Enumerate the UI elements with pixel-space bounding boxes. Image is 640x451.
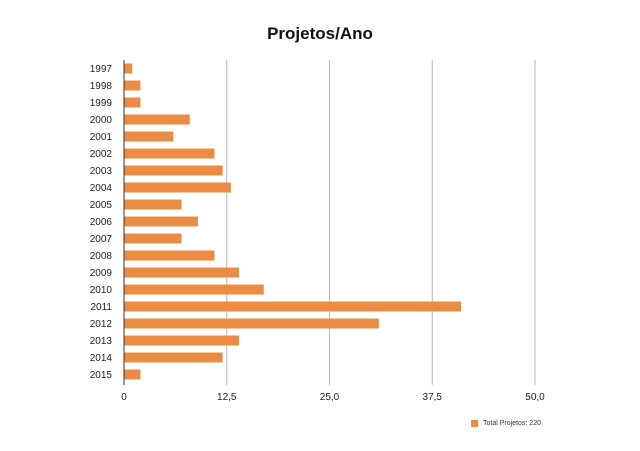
category-label: 2005: [90, 200, 113, 211]
category-label: 2003: [90, 166, 113, 177]
bar: [124, 335, 240, 346]
category-label: 1997: [90, 64, 113, 75]
bar: [124, 352, 223, 363]
x-tick-label: 25,0: [320, 392, 340, 403]
x-tick-label: 12,5: [217, 392, 237, 403]
bar: [124, 80, 141, 91]
bar: [124, 97, 141, 108]
category-label: 2012: [90, 319, 113, 330]
bar: [124, 301, 462, 312]
bar: [124, 369, 141, 380]
category-label: 2011: [90, 302, 112, 313]
gridlines: [226, 60, 536, 385]
bar: [124, 199, 182, 210]
bar: [124, 131, 174, 142]
category-label: 2007: [90, 234, 113, 245]
legend: Total Projetos: 220: [471, 420, 541, 427]
category-label: 2001: [90, 132, 113, 143]
category-label: 2002: [90, 149, 113, 160]
legend-swatch: [471, 420, 478, 427]
category-label: 2009: [90, 268, 113, 279]
bar: [124, 267, 240, 278]
category-label: 2013: [90, 336, 113, 347]
bar: [124, 165, 223, 176]
category-label: 2008: [90, 251, 113, 262]
bar: [124, 182, 231, 193]
bar: [124, 148, 215, 159]
x-tick-label: 50,0: [525, 392, 545, 403]
bar: [124, 284, 264, 295]
bar: [124, 216, 198, 227]
legend-label: Total Projetos: 220: [483, 420, 541, 427]
bar: [124, 318, 379, 329]
category-label: 1998: [90, 81, 113, 92]
category-label: 2004: [90, 183, 113, 194]
category-label: 2010: [90, 285, 113, 296]
x-tick-label: 0: [121, 392, 127, 403]
category-label: 2014: [90, 353, 113, 364]
bar: [124, 250, 215, 261]
x-tick-label: 37,5: [423, 392, 443, 403]
category-labels: 1997 1998 1999 2000 2001 2002 2003 2004 2005 2006…: [90, 64, 113, 381]
category-label: 2006: [90, 217, 113, 228]
bar: [124, 63, 133, 74]
category-label: 2000: [90, 115, 113, 126]
category-label: 1999: [90, 98, 113, 109]
bar: [124, 114, 190, 125]
bars: [124, 63, 462, 380]
chart-title: Projetos/Ano: [267, 24, 373, 43]
bar: [124, 233, 182, 244]
category-label: 2015: [90, 370, 113, 381]
x-tick-labels: 0 12,5 25,0 37,5 50,0: [121, 392, 545, 403]
